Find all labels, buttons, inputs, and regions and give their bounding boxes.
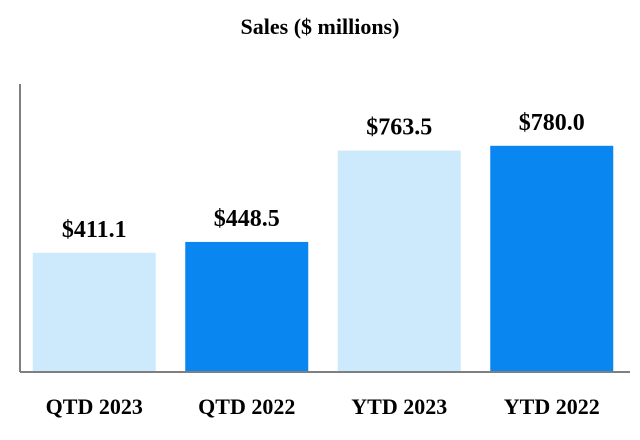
category-label: QTD 2022 bbox=[198, 394, 295, 419]
bar-ytd-2023 bbox=[337, 150, 461, 372]
bar-ytd-2022 bbox=[490, 145, 614, 372]
bars-group bbox=[32, 145, 614, 372]
category-label: YTD 2023 bbox=[351, 394, 447, 419]
value-labels-group: $411.1 $448.5 $763.5 $780.0 bbox=[62, 110, 585, 243]
value-label: $780.0 bbox=[519, 110, 585, 136]
category-label: YTD 2022 bbox=[504, 394, 600, 419]
bar-qtd-2023 bbox=[32, 252, 156, 372]
category-label: QTD 2023 bbox=[46, 394, 143, 419]
value-label: $448.5 bbox=[214, 206, 280, 232]
bar-qtd-2022 bbox=[185, 241, 309, 372]
value-label: $411.1 bbox=[62, 217, 127, 243]
value-label: $763.5 bbox=[366, 115, 432, 141]
category-labels-group: QTD 2023 QTD 2022 YTD 2023 YTD 2022 bbox=[46, 394, 600, 419]
chart-title: Sales ($ millions) bbox=[240, 14, 400, 39]
